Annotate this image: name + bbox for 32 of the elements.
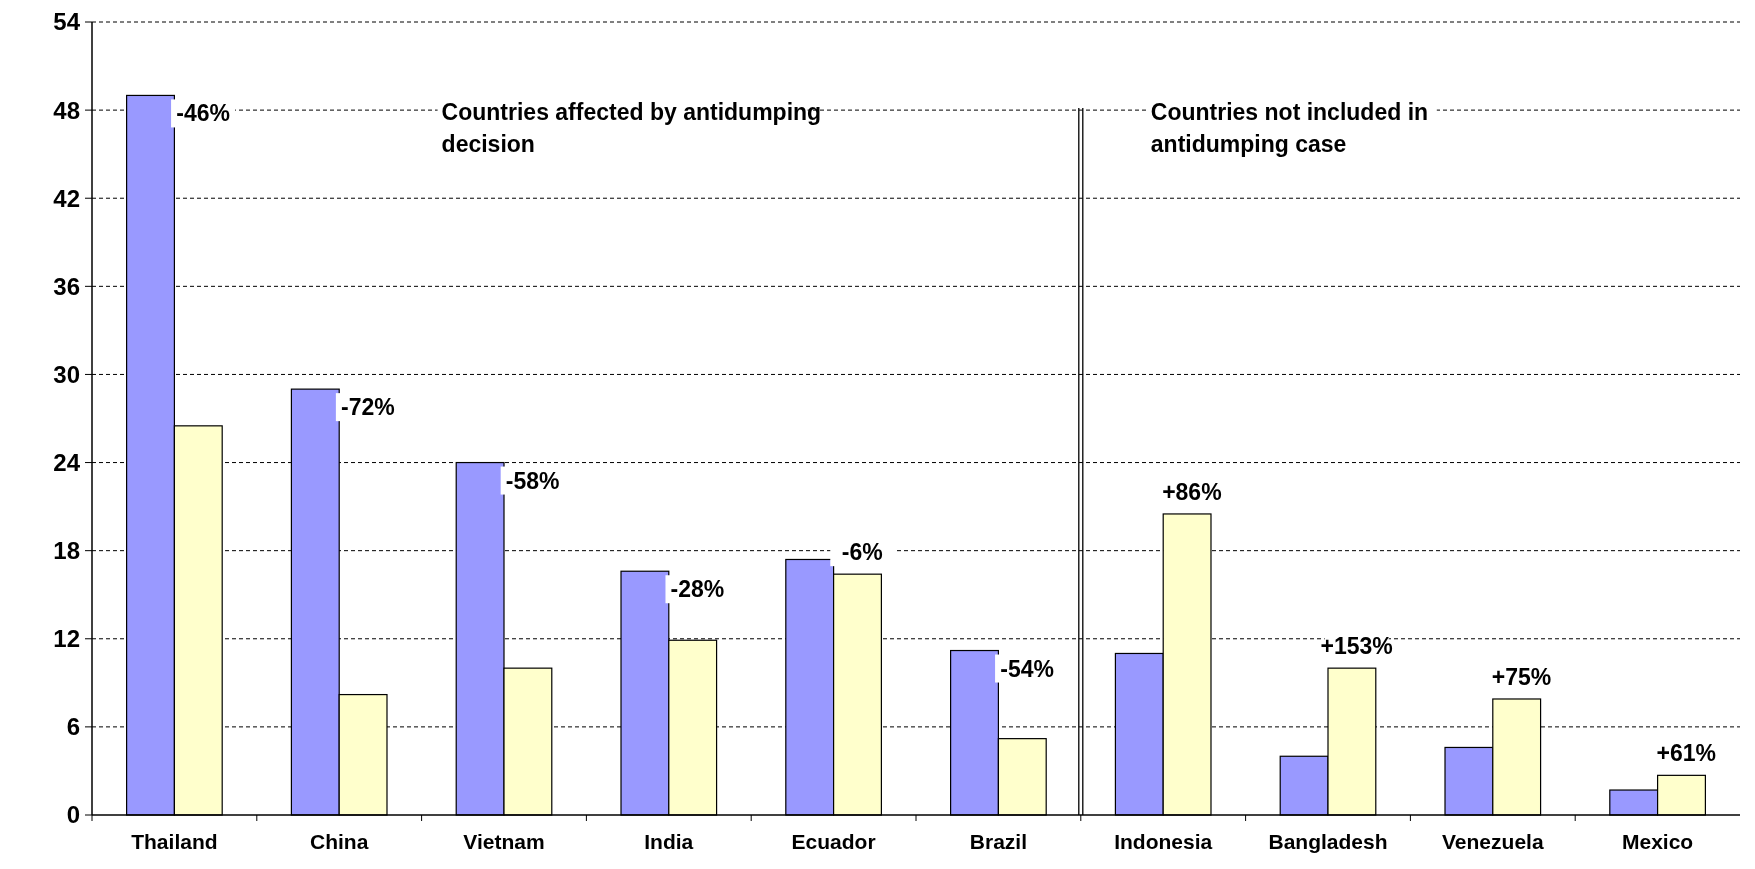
annotation: -58% — [505, 467, 560, 494]
x-tick-label: Bangladesh — [1268, 830, 1388, 853]
x-tick-label: Mexico — [1622, 830, 1694, 853]
y-tick-label: 12 — [53, 625, 80, 653]
annotation: -28% — [670, 576, 725, 603]
annotation: Countries not included in antidumping case — [1150, 99, 1429, 157]
x-tick-label: Venezuela — [1442, 830, 1544, 853]
x-tick-label: Brazil — [969, 830, 1027, 853]
y-tick-label: 6 — [66, 713, 80, 741]
annotation: Countries affected by antidumping decision — [441, 99, 822, 157]
annotation: -72% — [341, 394, 395, 421]
annotation: -54% — [1000, 655, 1054, 682]
x-tick-label: Vietnam — [463, 830, 545, 853]
x-tick-label: Thailand — [131, 830, 218, 853]
annotation: +86% — [1162, 479, 1222, 505]
y-tick-label: 24 — [53, 448, 81, 476]
annotation: +61% — [1656, 740, 1717, 767]
y-tick-label: 0 — [66, 801, 80, 829]
y-tick-label: 30 — [53, 360, 80, 388]
annotation: +153% — [1320, 633, 1393, 660]
annotation: +75% — [1491, 664, 1552, 691]
y-tick-label: 36 — [53, 272, 80, 300]
annotation: -6% — [841, 539, 883, 566]
x-tick-label: India — [644, 830, 694, 853]
y-tick-label: 42 — [53, 184, 80, 212]
x-tick-label: China — [310, 830, 369, 853]
y-tick-label: 48 — [53, 96, 80, 124]
y-tick-label: 18 — [53, 537, 80, 565]
x-tick-label: Ecuador — [791, 830, 876, 853]
x-tick-label: Indonesia — [1114, 830, 1213, 853]
annotation: -46% — [176, 100, 230, 127]
y-tick-label: 54 — [53, 8, 81, 36]
